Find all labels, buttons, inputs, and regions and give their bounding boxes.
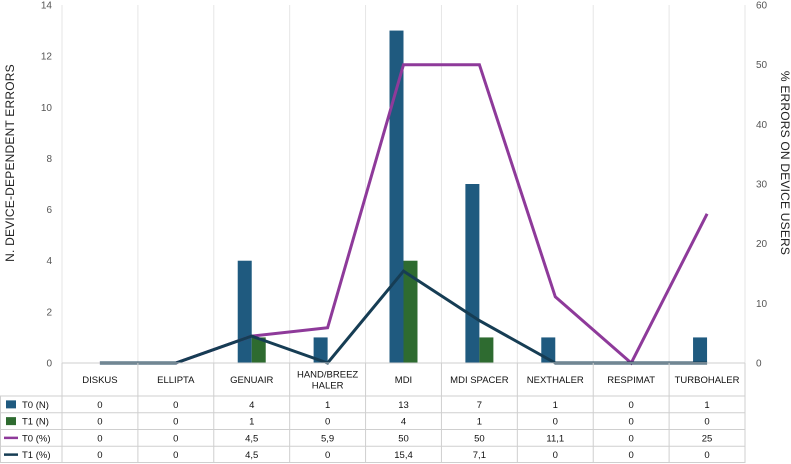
table-cell-t0-n: 13	[398, 400, 409, 411]
table-cell-t1: 7,1	[473, 450, 486, 461]
table-cell-t0: 25	[702, 433, 713, 444]
table-cell-t1-n: 0	[629, 417, 634, 428]
table-cell-t0: 11,1	[546, 433, 564, 444]
legend-key-t0-n	[6, 400, 16, 409]
bar-t1-n-genuair	[251, 337, 266, 363]
table-cell-t0-n: 1	[325, 400, 330, 411]
right-tick-label: 20	[756, 239, 768, 250]
category-label: TURBOHALER	[675, 375, 740, 386]
category-label: MDI SPACER	[450, 375, 509, 386]
category-label: RESPIMAT	[607, 375, 655, 386]
category-label: NEXTHALER	[527, 375, 584, 386]
right-axis-title: % ERRORS ON DEVICE USERS	[778, 71, 791, 255]
table-cell-t1-n: 0	[325, 417, 330, 428]
table-cell-t0-n: 7	[477, 400, 482, 411]
right-tick-label: 40	[756, 120, 768, 131]
right-axis-ticks: 0 10 20 30 40 50 60	[756, 1, 768, 370]
bar-t0-n-genuair	[237, 260, 252, 363]
table-cell-t0-n: 1	[553, 400, 558, 411]
table-cell-t0-n: 0	[173, 400, 178, 411]
table-cell-t0: 50	[474, 433, 485, 444]
left-tick-label: 14	[41, 1, 53, 12]
legend-label-t1: T1 (%)	[22, 450, 51, 461]
table-cell-t1-n: 0	[173, 417, 178, 428]
table-cell-t1-n: 1	[477, 417, 482, 428]
bar-t0-n-hand-breez-haler	[313, 337, 328, 363]
table-cell-t0-n: 0	[97, 400, 102, 411]
table-cell-t0-n: 1	[704, 400, 709, 411]
left-tick-label: 10	[41, 103, 53, 114]
right-tick-label: 50	[756, 60, 768, 71]
table-cell-t0: 5,9	[321, 433, 334, 444]
table-cell-t1-n: 0	[553, 417, 558, 428]
table-cell-t1: 0	[553, 450, 558, 461]
category-label: HAND/BREEZ	[297, 370, 358, 381]
bar-t1-n-mdi	[403, 260, 418, 363]
left-tick-label: 6	[46, 205, 52, 216]
right-tick-label: 30	[756, 180, 768, 191]
legend-label-t0: T0 (%)	[22, 433, 51, 444]
category-label: MDI	[395, 375, 412, 386]
left-tick-label: 0	[46, 359, 52, 370]
table-cell-t1-n: 0	[97, 417, 102, 428]
left-axis-ticks: 0 2 4 6 8 10 12 14	[41, 1, 53, 370]
left-tick-label: 2	[46, 307, 52, 318]
table-cell-t1-n: 1	[249, 417, 254, 428]
right-tick-label: 10	[756, 299, 768, 310]
left-tick-label: 4	[46, 256, 52, 267]
left-axis-title: N. DEVICE-DEPENDENT ERRORS	[3, 64, 17, 262]
legend-label-t1-n: T1 (N)	[22, 417, 49, 428]
table-cell-t0: 0	[173, 433, 178, 444]
table-cell-t1: 4,5	[245, 450, 258, 461]
table-cell-t0: 4,5	[245, 433, 258, 444]
category-label: GENUAIR	[230, 375, 273, 386]
category-label: HALER	[312, 381, 344, 392]
left-tick-label: 12	[41, 52, 53, 63]
legend-key-t1-n	[6, 417, 16, 426]
table-cell-t1: 0	[325, 450, 330, 461]
category-label: ELLIPTA	[157, 375, 195, 386]
bar-t1-n-mdi-spacer	[479, 337, 494, 363]
table-cell-t1: 0	[97, 450, 102, 461]
bar-t0-n-mdi	[389, 30, 404, 363]
bar-t0-n-mdi-spacer	[465, 184, 480, 363]
legend-label-t0-n: T0 (N)	[22, 400, 49, 411]
table-cell-t1-n: 0	[704, 417, 709, 428]
table-cell-t0: 50	[398, 433, 409, 444]
right-tick-label: 0	[756, 359, 762, 370]
right-tick-label: 60	[756, 1, 768, 12]
table-cell-t0-n: 0	[629, 400, 634, 411]
bar-t0-n-turbohaler	[693, 337, 708, 363]
table-cell-t0: 0	[629, 433, 634, 444]
category-label: DISKUS	[82, 375, 117, 386]
table-cell-t0-n: 4	[249, 400, 254, 411]
bar-series	[237, 30, 708, 363]
table-cell-t1: 15,4	[394, 450, 413, 461]
table-cell-t1: 0	[173, 450, 178, 461]
table-cell-t0: 0	[97, 433, 102, 444]
table-cell-t1-n: 4	[401, 417, 406, 428]
table-cell-t1: 0	[704, 450, 709, 461]
left-tick-label: 8	[46, 154, 52, 165]
table-cell-t1: 0	[629, 450, 634, 461]
